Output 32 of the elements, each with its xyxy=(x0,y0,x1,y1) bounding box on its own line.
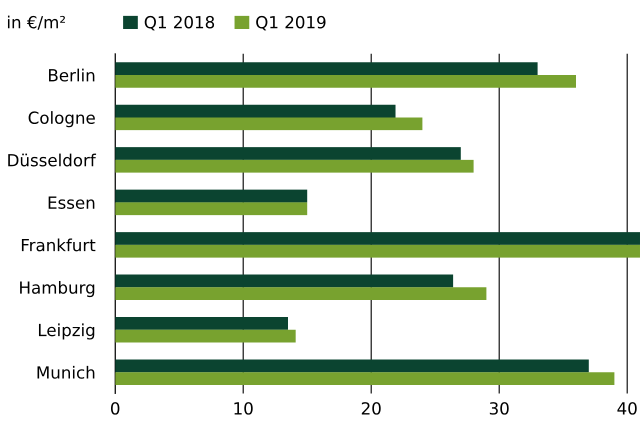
y-tick-label: Düsseldorf xyxy=(8,154,96,166)
x-tick-label: 0 xyxy=(110,402,120,415)
bar xyxy=(115,330,296,342)
bar xyxy=(115,202,308,216)
bar xyxy=(115,74,576,88)
y-tick-label: Hamburg xyxy=(20,280,94,298)
x-tick-label: 10 xyxy=(234,402,253,415)
bar xyxy=(115,287,486,300)
bar xyxy=(115,190,308,202)
bar xyxy=(115,147,461,160)
bar xyxy=(115,232,640,245)
bar xyxy=(115,244,640,258)
y-tick-label: Leipzig xyxy=(38,323,94,340)
y-tick-label: Munich xyxy=(38,366,94,379)
x-tick-label: 40 xyxy=(617,402,637,415)
y-axis-title: in €/m² xyxy=(8,16,65,30)
bar xyxy=(115,160,474,173)
y-tick-label: Berlin xyxy=(49,68,94,82)
bar xyxy=(115,317,288,330)
x-tick-label: 30 xyxy=(490,402,509,415)
bar xyxy=(115,372,614,385)
bar xyxy=(115,104,396,118)
bar xyxy=(115,117,422,130)
y-tick-label: Frankfurt xyxy=(22,238,96,252)
y-tick-label: Cologne xyxy=(28,111,95,128)
legend-label: Q1 2019 xyxy=(256,16,326,30)
bar xyxy=(115,274,454,288)
y-tick-label: Essen xyxy=(48,196,94,209)
bar xyxy=(115,359,589,372)
legend-label: Q1 2018 xyxy=(144,16,214,30)
bar xyxy=(115,62,538,75)
x-tick-label: 20 xyxy=(362,402,381,415)
